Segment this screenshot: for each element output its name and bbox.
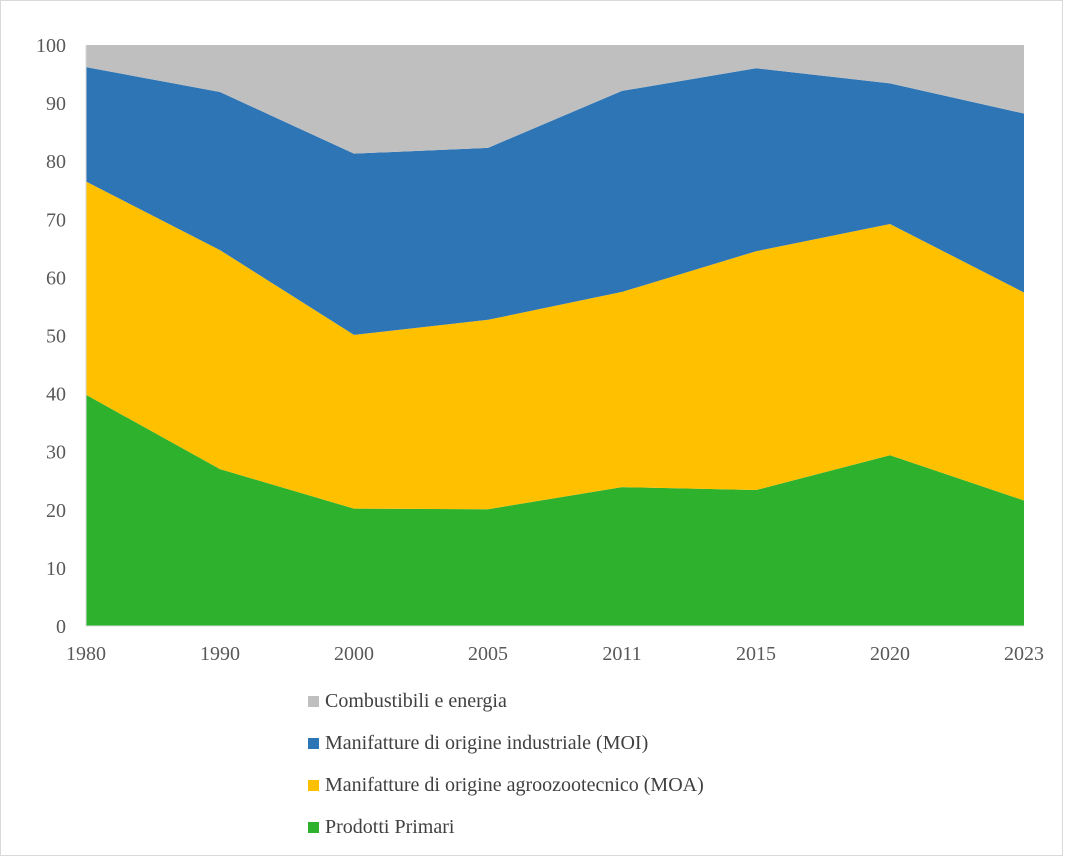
legend-label: Prodotti Primari	[325, 815, 455, 838]
y-tick-label: 20	[46, 500, 66, 522]
area-series-3	[86, 45, 1024, 154]
area-series-0	[86, 394, 1024, 626]
area-layers	[86, 45, 1024, 626]
x-axis-tick-labels: 1980 1990 2000 2005 2011 2015 2020 2023	[66, 643, 1044, 665]
x-tick-label: 1980	[66, 643, 106, 665]
legend-swatch	[308, 821, 319, 833]
legend-item: Prodotti Primari	[308, 816, 704, 838]
axes	[85, 45, 1024, 627]
x-tick-label: 2020	[870, 643, 910, 665]
legend-swatch	[308, 695, 319, 707]
area-series-1	[86, 181, 1024, 510]
legend-item: Manifatture di origine agroozootecnico (…	[308, 774, 704, 796]
y-tick-label: 90	[46, 93, 66, 115]
x-tick-label: 2023	[1004, 643, 1044, 665]
legend: Combustibili e energia Manifatture di ori…	[308, 690, 704, 858]
y-tick-label: 10	[46, 558, 66, 580]
y-tick-label: 30	[46, 442, 66, 464]
legend-label: Manifatture di origine agroozootecnico (…	[325, 773, 704, 796]
x-tick-label: 2011	[602, 643, 641, 665]
legend-item: Manifatture di origine industriale (MOI)	[308, 732, 704, 754]
legend-item: Combustibili e energia	[308, 690, 704, 712]
y-tick-label: 0	[56, 616, 66, 638]
x-tick-label: 2000	[334, 643, 374, 665]
y-tick-label: 100	[36, 35, 66, 57]
x-tick-label: 2005	[468, 643, 508, 665]
y-tick-label: 70	[46, 209, 66, 231]
x-tick-label: 2015	[736, 643, 776, 665]
legend-swatch	[308, 737, 319, 749]
y-tick-label: 60	[46, 267, 66, 289]
x-tick-label: 1990	[200, 643, 240, 665]
y-tick-label: 40	[46, 384, 66, 406]
y-axis-tick-labels: 0 10 20 30 40 50 60 70 80 90 100	[36, 35, 66, 638]
y-tick-label: 50	[46, 326, 66, 348]
legend-label: Manifatture di origine industriale (MOI)	[325, 731, 649, 754]
legend-label: Combustibili e energia	[325, 689, 507, 712]
area-series-2	[86, 67, 1024, 335]
y-tick-label: 80	[46, 151, 66, 173]
legend-swatch	[308, 779, 319, 791]
